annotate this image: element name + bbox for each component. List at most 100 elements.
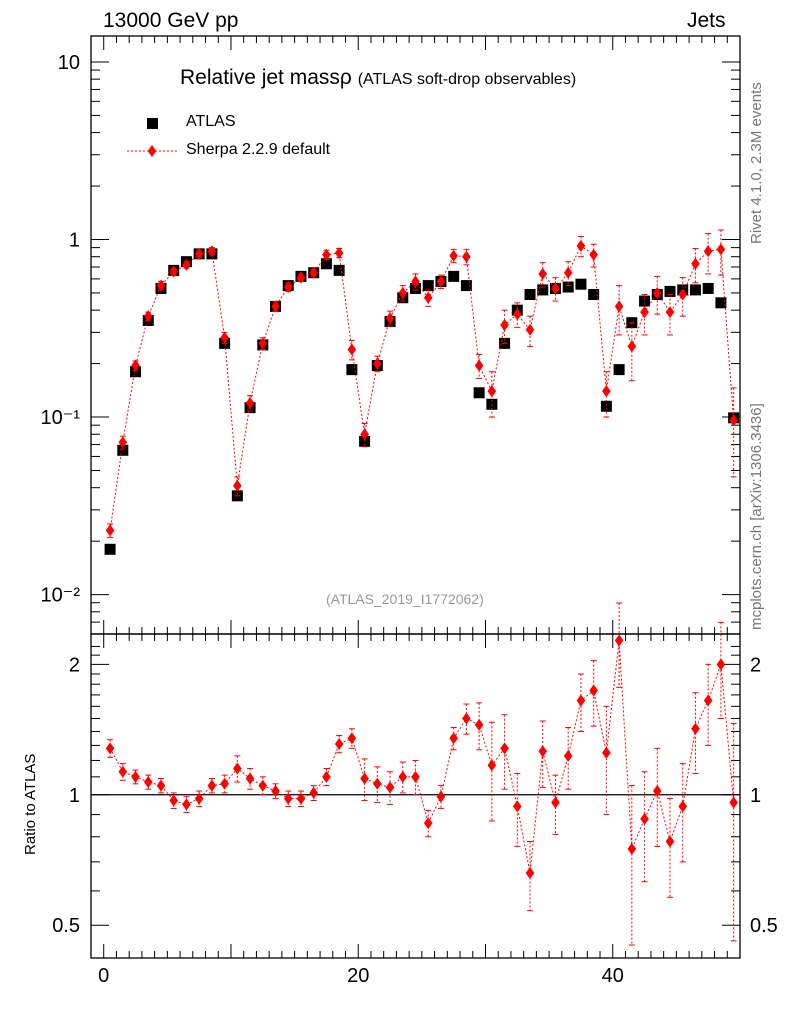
ratio-point (703, 694, 713, 707)
ratio-point (665, 835, 675, 848)
sherpa-point (360, 428, 369, 441)
sherpa-point (563, 266, 573, 279)
sherpa-point (220, 331, 229, 344)
ratio-panel: 0 20 40 2 2 1 1 0.5 0.5 (52, 602, 778, 987)
ratio-point (194, 792, 204, 805)
ratio-point (309, 786, 319, 799)
sherpa-point (449, 249, 458, 262)
ratio-y-tick-label: 2 (750, 654, 761, 676)
atlas-data-point (575, 278, 587, 290)
sherpa-point (512, 308, 522, 321)
sherpa-point (716, 243, 726, 256)
ratio-point (131, 770, 140, 783)
atlas-data-point (460, 280, 472, 292)
ratio-point (105, 742, 115, 755)
ratio-point (296, 792, 306, 805)
ratio-point (245, 772, 255, 785)
ratio-point (373, 777, 382, 790)
ratio-point (512, 800, 522, 813)
sherpa-point (474, 359, 484, 372)
ratio-point (220, 777, 229, 790)
chart-title-main: Relative jet massρ (180, 66, 352, 89)
ratio-point (207, 779, 217, 792)
sherpa-point (296, 271, 306, 284)
ratio-frame (90, 633, 741, 959)
atlas-data-point (473, 387, 485, 399)
ratio-point (614, 634, 624, 647)
sherpa-point (322, 248, 331, 261)
atlas-data-point (410, 282, 421, 294)
ratio-y-tick-label: 1 (69, 785, 80, 807)
ratio-point (233, 762, 242, 775)
y-tick-label: 10 (58, 52, 80, 74)
sherpa-point (436, 275, 446, 288)
ratio-point (449, 732, 458, 745)
atlas-data-point (702, 282, 714, 294)
legend-entry-sherpa: Sherpa 2.2.9 default (186, 141, 331, 158)
sherpa-point (538, 267, 548, 280)
ratio-point (576, 694, 586, 707)
ratio-point (334, 737, 344, 750)
x-tick-label: 40 (602, 965, 624, 987)
sherpa-point (589, 248, 598, 261)
y-tick-label: 10⁻² (41, 585, 81, 607)
sherpa-point (373, 357, 382, 370)
sherpa-point (385, 312, 395, 325)
main-panel: 10 1 10⁻¹ 10⁻² (41, 35, 741, 635)
mcplots-site-label: mcplots.cern.ch [arXiv:1306.3436] (748, 403, 765, 630)
ratio-y-axis-label: Ratio to ATLAS (22, 753, 39, 855)
sherpa-point (423, 291, 433, 304)
sherpa-point (551, 282, 560, 295)
ratio-point (716, 658, 726, 671)
sherpa-point (309, 266, 319, 279)
atlas-data-point (600, 400, 612, 412)
ratio-point (474, 718, 484, 731)
x-tick-label: 20 (347, 965, 369, 987)
ratio-point (143, 776, 153, 789)
sherpa-point (131, 359, 140, 372)
rivet-version-label: Rivet 4.1.0, 2.3M events (748, 82, 765, 244)
header-beam-label: 13000 GeV pp (103, 9, 239, 32)
ratio-point (551, 796, 560, 809)
sherpa-point (105, 524, 115, 537)
sherpa-point (347, 343, 357, 356)
sherpa-point (207, 245, 217, 258)
sherpa-point (652, 286, 662, 299)
atlas-data-point (422, 280, 434, 292)
sherpa-point (678, 288, 688, 301)
sherpa-point (182, 258, 191, 271)
ratio-point (156, 779, 166, 792)
sherpa-point (614, 300, 624, 313)
ratio-point (118, 765, 128, 778)
sherpa-point (487, 385, 497, 398)
ratio-y-tick-label: 0.5 (52, 915, 80, 937)
sherpa-point (169, 265, 179, 278)
legend-marker-atlas (147, 118, 158, 129)
sherpa-point (462, 250, 471, 263)
ratio-point (525, 866, 535, 879)
ratio-point (436, 790, 446, 803)
y-tick-label: 1 (69, 230, 80, 252)
sherpa-point (143, 310, 153, 323)
sherpa-point (602, 385, 611, 398)
sherpa-line (109, 245, 735, 531)
atlas-data-point (613, 364, 625, 376)
sherpa-point (398, 286, 408, 299)
atlas-data-point (524, 289, 536, 301)
ratio-point (589, 684, 598, 697)
ratio-point (385, 781, 395, 794)
atlas-data-point (117, 444, 129, 456)
sherpa-point (703, 245, 713, 258)
atlas-data-point (333, 264, 345, 276)
atlas-data-point (639, 295, 651, 307)
ratio-point (360, 772, 369, 785)
sherpa-point (411, 275, 420, 288)
atlas-data-point (715, 297, 727, 309)
sherpa-point (258, 337, 268, 350)
ratio-point (500, 742, 509, 755)
ratio-y-tick-label: 2 (69, 654, 80, 676)
sherpa-point (691, 257, 700, 270)
ratio-point (563, 749, 573, 762)
sherpa-point (156, 279, 166, 292)
